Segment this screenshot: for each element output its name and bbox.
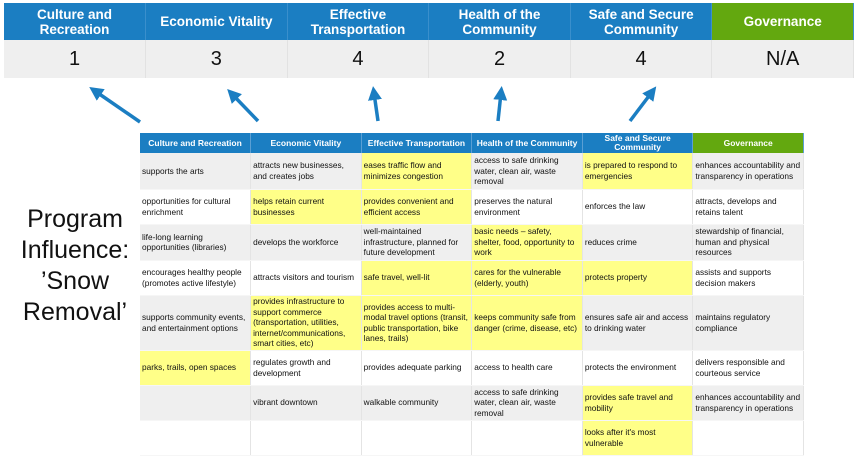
table-cell: encourages healthy people (promotes acti… (140, 260, 252, 296)
table-row: supports community events, and entertain… (140, 295, 804, 351)
table-cell: delivers responsible and courteous servi… (692, 350, 804, 386)
table-cell: eases traffic flow and minimizes congest… (361, 153, 473, 190)
table-row: life-long learning opportunities (librar… (140, 224, 804, 261)
table-cell: reduces crime (582, 224, 694, 261)
summary-header-safe-and-secure-community: Safe and Secure Community (570, 3, 713, 40)
table-cell: enhances accountability and transparency… (692, 385, 804, 421)
summary-header-culture-and-recreation: Culture and Recreation (4, 3, 147, 40)
table-cell: walkable community (361, 385, 473, 421)
table-cell: provides safe travel and mobility (582, 385, 694, 421)
table-cell: parks, trails, open spaces (140, 350, 252, 386)
table-cell: vibrant downtown (250, 385, 362, 421)
table-row: opportunities for cultural enrichment hel… (140, 189, 804, 225)
table-cell: regulates growth and development (250, 350, 362, 386)
table-cell: provides infrastructure to support comme… (250, 295, 362, 351)
table-cell: helps retain current businesses (250, 189, 362, 225)
score-economic-vitality: 3 (145, 40, 288, 78)
influence-table: Culture and Recreation Economic Vitality E… (140, 133, 804, 456)
table-cell: is prepared to respond to emergencies (582, 153, 694, 190)
score-safe-and-secure-community: 4 (570, 40, 713, 78)
summary-header-economic-vitality: Economic Vitality (145, 3, 288, 40)
table-cell: well-maintained infrastructure, planned … (361, 224, 473, 261)
table-row: looks after it's most vulnerable (140, 420, 804, 456)
column-header-effective-transportation: Effective Transportation (361, 133, 473, 153)
table-cell (692, 420, 804, 456)
column-header-health-of-the-community: Health of the Community (471, 133, 583, 153)
arrow-icon (493, 86, 508, 122)
arrow-icon (89, 87, 141, 124)
table-cell: life-long learning opportunities (librar… (140, 224, 252, 261)
summary-table: Culture and Recreation Economic Vitality E… (4, 3, 854, 78)
table-cell (250, 420, 362, 456)
table-cell: enhances accountability and transparency… (692, 153, 804, 190)
table-cell: looks after it's most vulnerable (582, 420, 694, 456)
arrow-icon (628, 86, 657, 123)
table-cell: provides adequate parking (361, 350, 473, 386)
table-cell (140, 385, 252, 421)
table-cell: access to health care (471, 350, 583, 386)
table-row: vibrant downtown walkable community access… (140, 385, 804, 421)
column-header-governance: Governance (692, 133, 804, 153)
table-row: supports the arts attracts new businesses… (140, 153, 804, 190)
program-influence-label: Program Influence: ’Snow Removal’ (20, 205, 130, 326)
table-row: encourages healthy people (promotes acti… (140, 260, 804, 296)
table-cell: ensures safe air and access to drinking … (582, 295, 694, 351)
table-cell: develops the workforce (250, 224, 362, 261)
table-cell: attracts, develops and retains talent (692, 189, 804, 225)
table-cell: basic needs – safety, shelter, food, opp… (471, 224, 583, 261)
table-cell: protects property (582, 260, 694, 296)
arrow-icon (227, 88, 260, 123)
score-governance: N/A (711, 40, 854, 78)
table-cell: preserves the natural environment (471, 189, 583, 225)
table-cell: safe travel, well-lit (361, 260, 473, 296)
score-health-of-the-community: 2 (428, 40, 571, 78)
column-header-economic-vitality: Economic Vitality (250, 133, 362, 153)
column-header-culture-and-recreation: Culture and Recreation (140, 133, 252, 153)
score-effective-transportation: 4 (287, 40, 430, 78)
table-cell: supports the arts (140, 153, 252, 190)
table-cell: protects the environment (582, 350, 694, 386)
table-cell: keeps community safe from danger (crime,… (471, 295, 583, 351)
table-cell: stewardship of financial, human and phys… (692, 224, 804, 261)
summary-header-health-of-the-community: Health of the Community (428, 3, 571, 40)
table-row: parks, trails, open spaces regulates grow… (140, 350, 804, 386)
column-header-safe-and-secure-community: Safe and Secure Community (582, 133, 694, 153)
summary-header-effective-transportation: Effective Transportation (287, 3, 430, 40)
table-cell: attracts new businesses, and creates job… (250, 153, 362, 190)
table-cell: opportunities for cultural enrichment (140, 189, 252, 225)
arrow-icon (368, 86, 382, 122)
table-cell: access to safe drinking water, clean air… (471, 385, 583, 421)
table-cell (471, 420, 583, 456)
table-cell: maintains regulatory compliance (692, 295, 804, 351)
table-cell: assists and supports decision makers (692, 260, 804, 296)
score-culture-and-recreation: 1 (4, 40, 147, 78)
table-cell: provides convenient and efficient access (361, 189, 473, 225)
summary-header-governance: Governance (711, 3, 854, 40)
table-cell: attracts visitors and tourism (250, 260, 362, 296)
table-cell: supports community events, and entertain… (140, 295, 252, 351)
table-cell: cares for the vulnerable (elderly, youth… (471, 260, 583, 296)
table-cell: access to safe drinking water, clean air… (471, 153, 583, 190)
table-cell (361, 420, 473, 456)
table-cell: provides access to multi-modal travel op… (361, 295, 473, 351)
table-cell: enforces the law (582, 189, 694, 225)
table-cell (140, 420, 252, 456)
